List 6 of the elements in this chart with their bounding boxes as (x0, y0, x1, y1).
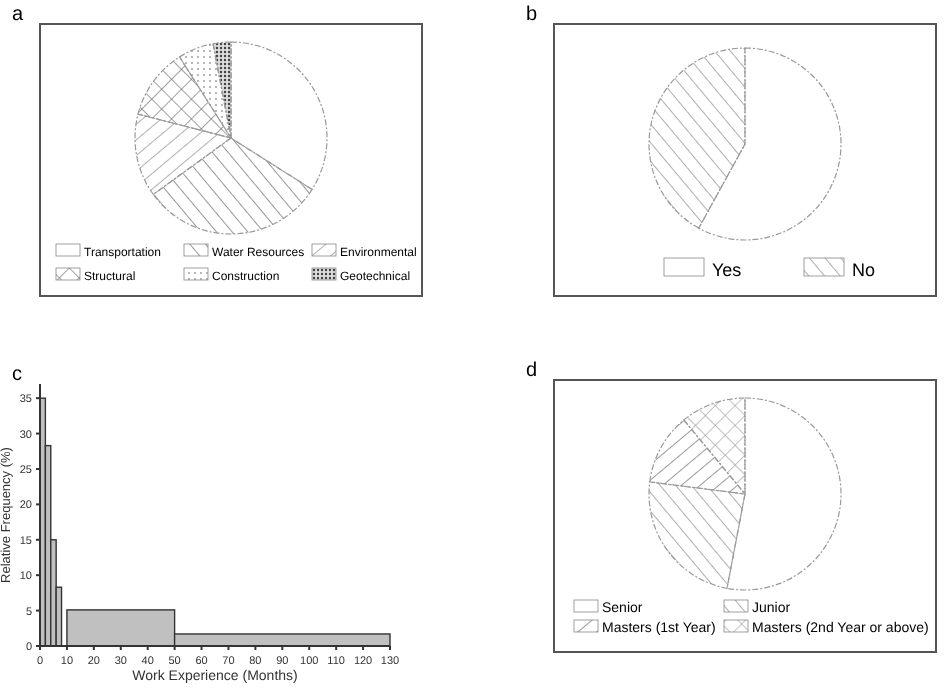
chart-title: b (526, 4, 538, 26)
chart-title: d (526, 360, 538, 382)
chart-title: c (12, 364, 22, 386)
chart-title: a (12, 4, 24, 26)
legend-label: No (852, 260, 876, 280)
legend-label: Yes (712, 260, 743, 280)
